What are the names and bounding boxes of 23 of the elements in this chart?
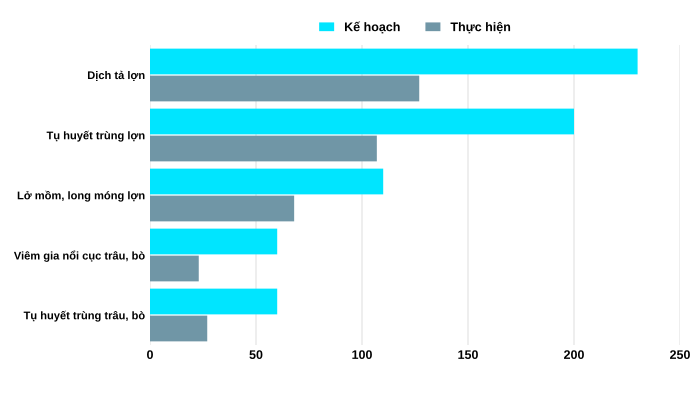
x-tick-label: 50 [249, 350, 262, 360]
y-tick-label: Viêm gia nổi cục trâu, bò [14, 250, 145, 262]
y-tick-label: Dịch tả lợn [88, 70, 144, 82]
x-tick-label: 100 [352, 350, 372, 360]
x-tick-label: 250 [670, 350, 690, 360]
bar [150, 196, 294, 222]
bar [150, 136, 377, 162]
y-tick-label: Tụ huyết trùng lợn [46, 130, 144, 142]
y-tick-label: Tụ huyết trùng trâu, bò [24, 310, 145, 322]
bar [150, 228, 278, 254]
legend-label: Thực hiện [450, 22, 510, 34]
legend-label: Kế hoạch [344, 22, 400, 34]
x-tick-label: 0 [147, 350, 153, 360]
x-tick-label: 200 [564, 350, 584, 360]
x-tick-label: 150 [458, 350, 478, 360]
bar [150, 48, 638, 74]
bar [150, 168, 384, 194]
y-tick-label: Lở mồm, long móng lợn [18, 190, 144, 202]
bar [150, 108, 574, 134]
bar [150, 256, 199, 282]
bar [150, 316, 208, 342]
bar [150, 288, 278, 314]
bar [150, 76, 420, 102]
